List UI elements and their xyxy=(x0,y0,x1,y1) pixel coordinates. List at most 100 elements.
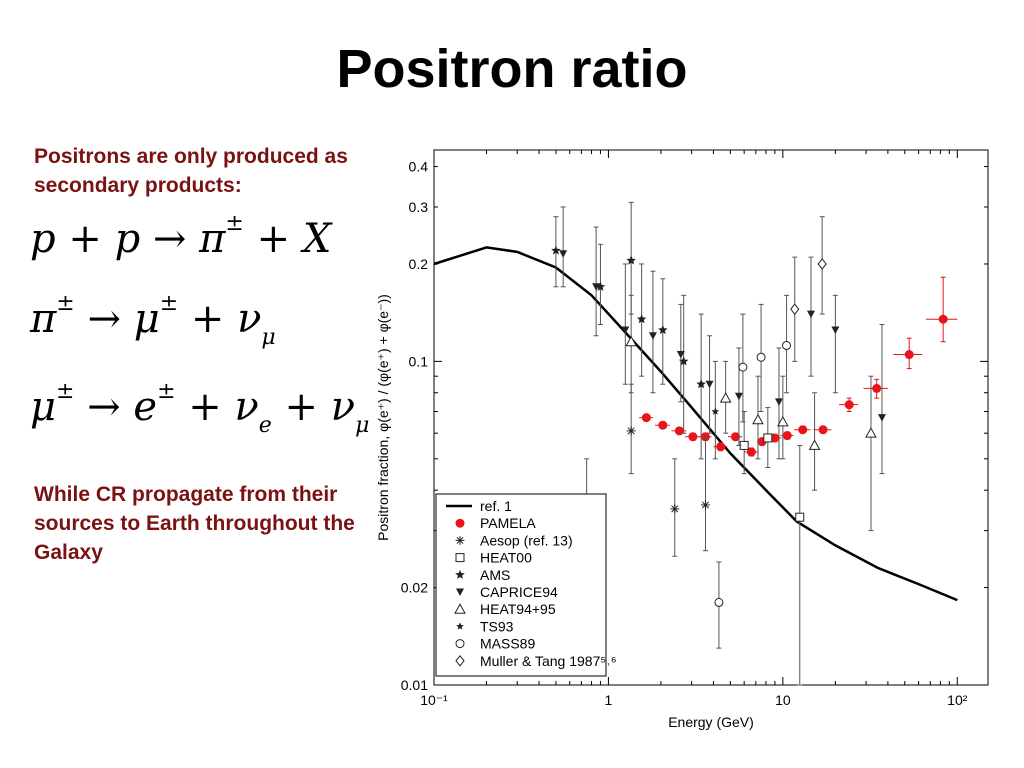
y-tick-label: 0.4 xyxy=(409,159,429,175)
positron-fraction-chart: 10⁻¹ 1 10 10² 0.4 0.3 0.2 0.1 0.02 0.01 ref. 1PAM… xyxy=(375,149,989,730)
data-point-ams xyxy=(696,379,706,389)
x-tick-label: 10⁻¹ xyxy=(420,692,448,708)
asterisk-stroke xyxy=(456,536,464,544)
data-point-pamela xyxy=(716,442,726,452)
data-point-ams xyxy=(595,281,606,291)
data-point-caprice94 xyxy=(592,283,601,291)
eq2-plus: + xyxy=(190,296,225,342)
legend-label: HEAT00 xyxy=(480,550,532,566)
legend-symbol xyxy=(455,518,465,528)
data-point-caprice94 xyxy=(705,380,714,389)
equation-proton-collision: p + p → π± + X xyxy=(30,213,332,263)
legend-symbol xyxy=(455,654,465,667)
data-point-ts93 xyxy=(711,407,720,415)
eq1-arrow: → xyxy=(152,216,187,262)
data-point-pamela xyxy=(798,425,808,435)
data-point-pamela xyxy=(844,400,854,410)
data-point-caprice94 xyxy=(831,326,840,335)
eq3-plus-2: + xyxy=(284,384,319,430)
data-point-pamela xyxy=(641,413,651,423)
data-point-pamela xyxy=(818,425,828,435)
eq2-arrow: → xyxy=(87,296,121,342)
data-point-heat94-95 xyxy=(808,439,821,450)
legend-label: ref. 1 xyxy=(480,498,512,514)
eq2-term-nu: ν xyxy=(237,296,262,342)
data-point-pamela xyxy=(746,447,756,457)
data-point-pamela xyxy=(658,420,668,430)
legend-symbol xyxy=(455,553,465,563)
data-point-pamela xyxy=(782,431,792,441)
x-tick-label: 1 xyxy=(605,692,613,708)
data-point-pamela xyxy=(688,432,698,442)
eq3-term-nu-e: ν xyxy=(234,384,259,430)
data-point-pamela xyxy=(700,432,710,442)
equation-muon-decay: μ± → e± + νe + νμ xyxy=(30,381,369,437)
data-point-heat94-95 xyxy=(752,413,764,425)
data-point-pamela xyxy=(674,426,684,436)
legend-symbol xyxy=(455,535,465,545)
data-point-caprice94 xyxy=(734,392,743,401)
eq3-term-muon: μ xyxy=(30,384,56,430)
eq3-term-electron: e xyxy=(133,384,158,430)
eq3-nu-e-flavor: e xyxy=(258,413,272,438)
eq2-muon-charge: ± xyxy=(159,291,179,316)
x-tick-label: 10² xyxy=(947,692,968,708)
data-point-heat00 xyxy=(763,433,773,443)
legend-label: CAPRICE94 xyxy=(480,584,558,600)
eq1-term-pion: π xyxy=(199,216,226,262)
eq2-term-muon: μ xyxy=(133,296,160,342)
legend-symbol xyxy=(455,639,465,649)
eq3-nu-mu-flavor: μ xyxy=(355,413,370,438)
y-tick-label: 0.1 xyxy=(409,353,429,369)
data-point-ams xyxy=(636,314,647,324)
eq1-plus-2: + xyxy=(256,216,291,262)
data-point-ams xyxy=(551,245,561,255)
eq1-term-x: X xyxy=(302,216,332,262)
model-curve-layer xyxy=(433,246,958,602)
x-tick-label: 10 xyxy=(775,692,791,708)
eq2-pion-charge: ± xyxy=(56,291,75,316)
data-point-mass89 xyxy=(756,352,766,362)
eq2-nu-flavor: μ xyxy=(261,325,276,350)
y-axis-label: Positron fraction, φ(e⁺) / (φ(e⁺) + φ(e⁻… xyxy=(375,294,391,541)
legend-symbol xyxy=(456,588,464,596)
legend-label: Muller & Tang 1987⁵˒⁶ xyxy=(480,653,617,669)
legend-label: AMS xyxy=(480,567,510,583)
series-line-ref-1 xyxy=(433,246,958,602)
data-point-caprice94 xyxy=(676,351,685,359)
asterisk-stroke xyxy=(627,427,635,435)
data-point-heat94-95 xyxy=(777,415,789,427)
slide-title: Positron ratio xyxy=(336,39,688,99)
data-point-heat00 xyxy=(795,512,805,522)
axis-ticks: 10⁻¹ 1 10 10² 0.4 0.3 0.2 0.1 0.02 0.01 xyxy=(401,150,988,708)
legend-symbol xyxy=(456,622,464,630)
data-point-mass89 xyxy=(738,362,748,372)
data-point-aesop-ref-13 xyxy=(670,504,680,514)
data-point-aesop-ref-13 xyxy=(626,426,636,436)
y-tick-label: 0.3 xyxy=(409,199,429,215)
legend-label: Aesop (ref. 13) xyxy=(480,532,573,548)
data-point-heat94-95 xyxy=(625,335,638,347)
eq3-electron-charge: ± xyxy=(157,379,176,404)
data-point-pamela xyxy=(938,314,948,324)
eq1-pion-charge: ± xyxy=(225,211,244,236)
eq1-plus-1: + xyxy=(68,216,102,262)
asterisk-stroke xyxy=(701,501,709,509)
data-point-caprice94 xyxy=(774,398,783,406)
data-point-pamela xyxy=(872,383,882,393)
data-point-heat94-95 xyxy=(865,427,877,438)
data-point-mass89 xyxy=(714,597,724,607)
data-point-muller-tang-1987 xyxy=(790,303,800,315)
propagation-note: While CR propagate from their sources to… xyxy=(34,483,355,564)
data-point-pamela xyxy=(770,433,780,443)
legend-label: TS93 xyxy=(480,618,514,634)
eq1-term-p1: p xyxy=(30,216,56,262)
data-point-ams xyxy=(626,255,636,265)
data-point-heat94-95 xyxy=(719,392,732,403)
data-point-mass89 xyxy=(782,340,792,350)
legend-symbol xyxy=(455,569,465,579)
asterisk-stroke xyxy=(671,505,679,513)
data-point-pamela xyxy=(904,350,914,360)
data-point-caprice94 xyxy=(621,326,630,335)
